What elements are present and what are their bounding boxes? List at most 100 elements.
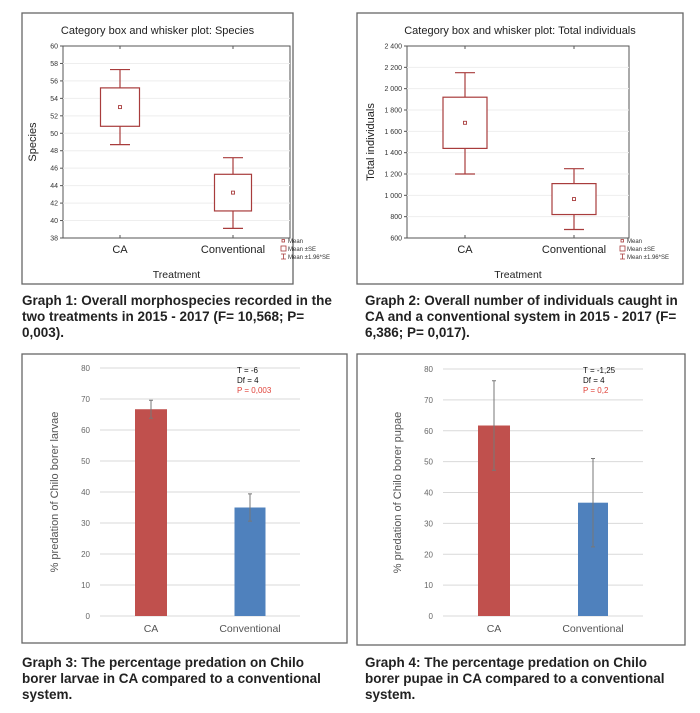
se-box [213,173,253,212]
y-tick-label: 80 [424,365,433,374]
caption-graph-3: Graph 3: The percentage predation on Chi… [22,655,321,702]
y-tick-label: 60 [81,426,90,435]
chart-frame [356,353,686,646]
y-tick-label: 40 [50,218,58,225]
stat-annotation: P = 0,003 [237,386,272,395]
legend-mean-icon [281,239,285,243]
error-bar [248,493,252,522]
chart-1: Category box and whisker plot: Species Sp… [21,12,330,285]
chart-frame [21,12,294,285]
y-tick-label: 20 [424,550,433,559]
y-axis-label: Species [27,122,39,162]
y-tick-label: 56 [50,78,58,85]
y-tick-label: 1 600 [384,129,402,136]
y-tick-label: 600 [390,236,402,243]
y-tick-label: 44 [50,183,58,190]
caption-graph-2: Graph 2: Overall number of individuals c… [365,293,678,340]
y-tick-label: 0 [429,612,434,621]
y-tick-label: 54 [50,96,58,103]
legend-entry: Mean ±1.96*SE [627,255,669,261]
x-tick-label: Conventional [542,244,606,256]
y-axis-label: % predation of Chilo borer larvae [49,412,61,573]
y-tick-label: 2 400 [384,44,402,51]
chart-3: % predation of Chilo borer larvae 0 10 20 30… [21,353,348,644]
legend-ci-icon [620,253,625,260]
chart-title: Category box and whisker plot: Species [61,25,255,37]
y-tick-label: 2 200 [384,65,402,72]
stat-annotation: Df = 4 [583,376,605,385]
se-box [442,96,488,149]
chart-frame [21,353,348,644]
y-tick-label: 52 [50,113,58,120]
bar-ca [135,409,167,616]
y-tick-label: 1 000 [384,193,402,200]
stat-annotation: P = 0,2 [583,386,609,395]
y-tick-label: 1 800 [384,108,402,115]
y-tick-label: 60 [50,44,58,51]
y-tick-label: 38 [50,236,58,243]
y-tick-label: 1 200 [384,172,402,179]
x-axis-label: Treatment [494,269,542,281]
y-tick-label: 58 [50,61,58,68]
mean-marker [231,190,235,195]
legend-entry: Mean [288,239,303,245]
y-axis-label: % predation of Chilo borer pupae [392,412,404,573]
x-tick-label: Conventional [562,623,623,635]
stat-annotation: T = -6 [237,366,259,375]
x-tick-label: Conventional [201,244,265,256]
y-tick-label: 10 [424,581,433,590]
y-tick-label: 50 [424,458,433,467]
chart-title: Category box and whisker plot: Total ind… [404,25,636,37]
y-axis-label: Total individuals [365,103,377,181]
y-tick-label: 800 [390,214,402,221]
y-tick-label: 70 [424,396,433,405]
y-tick-label: 80 [81,364,90,373]
y-tick-label: 46 [50,166,58,173]
y-tick-label: 40 [81,488,90,497]
stat-annotation: T = -1,25 [583,366,616,375]
legend-entry: Mean ±SE [627,247,655,253]
y-tick-label: 0 [86,612,91,621]
y-tick-label: 48 [50,148,58,155]
plot-area [406,45,630,239]
y-tick-label: 50 [81,457,90,466]
legend-se-icon [280,245,287,252]
legend-se-icon [619,245,626,252]
y-tick-label: 30 [424,519,433,528]
mean-marker [463,120,467,125]
legend-ci-icon [281,253,286,260]
y-tick-label: 2 000 [384,86,402,93]
legend-mean-icon [620,239,624,243]
error-bar [492,380,496,471]
chart-4: % predation of Chilo borer pupae 0 10 20 30 4… [356,353,686,646]
se-box [551,183,597,216]
y-tick-label: 30 [81,519,90,528]
y-tick-label: 60 [424,427,433,436]
y-tick-label: 10 [81,581,90,590]
plot-area [62,45,291,239]
x-tick-label: CA [112,244,128,256]
x-axis-label: Treatment [153,269,201,281]
stat-annotation: Df = 4 [237,376,259,385]
x-tick-label: Conventional [219,623,280,635]
caption-graph-4: Graph 4: The percentage predation on Chi… [365,655,665,702]
legend-entry: Mean [627,239,642,245]
caption-graph-1: Graph 1: Overall morphospecies recorded … [22,293,332,340]
bar-conventional [234,507,266,616]
mean-marker [118,105,122,110]
y-tick-label: 40 [424,489,433,498]
x-tick-label: CA [457,244,473,256]
mean-marker [572,197,576,202]
legend-entry: Mean ±1.96*SE [288,255,330,261]
se-box [99,87,141,127]
legend-entry: Mean ±SE [288,247,316,253]
y-tick-label: 42 [50,201,58,208]
error-bar [149,399,153,419]
y-tick-label: 20 [81,550,90,559]
y-tick-label: 1 400 [384,150,402,157]
x-tick-label: CA [487,623,502,635]
chart-2: Category box and whisker plot: Total ind… [356,12,684,285]
error-bar [591,458,595,548]
y-tick-label: 70 [81,395,90,404]
